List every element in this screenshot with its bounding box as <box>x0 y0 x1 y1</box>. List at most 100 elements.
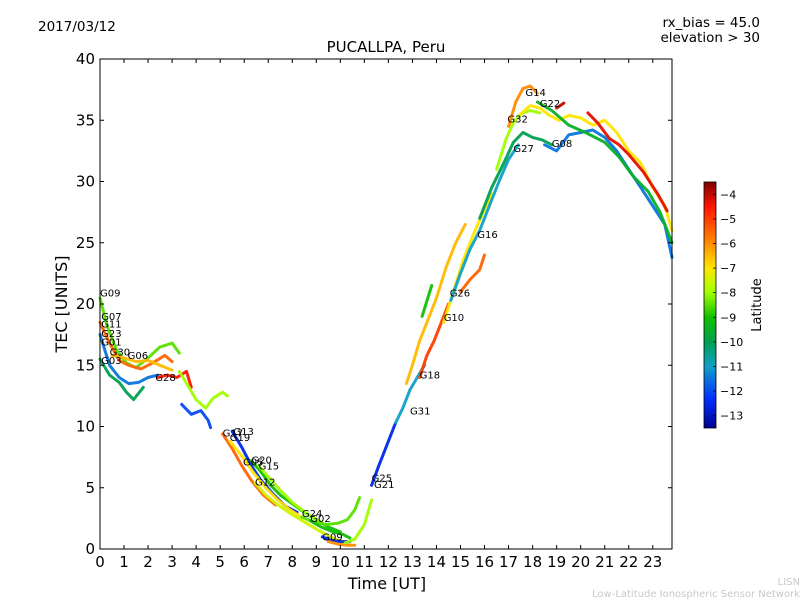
satellite-label: G02 <box>310 514 330 525</box>
x-tick-label: 15 <box>451 553 470 571</box>
series-line-7 <box>177 369 229 410</box>
series-line-20 <box>370 421 398 487</box>
series-line-27 <box>420 284 434 318</box>
series-line-22 <box>404 222 467 386</box>
satellite-label: G26 <box>450 289 470 300</box>
satellite-label: G11 <box>101 319 121 330</box>
y-tick-label: 40 <box>76 50 95 68</box>
elevation-label: elevation > 30 <box>660 30 760 46</box>
colorbar-tick-label: −10 <box>720 336 743 349</box>
x-tick-label: 1 <box>119 553 129 571</box>
colorbar-tick-label: −8 <box>720 287 736 300</box>
series-line-26 <box>449 143 520 302</box>
y-tick-label: 5 <box>85 479 95 497</box>
x-tick-label: 8 <box>287 553 297 571</box>
x-tick-label: 14 <box>427 553 446 571</box>
satellite-label: G08 <box>552 139 572 150</box>
satellite-label: G24 <box>302 509 322 520</box>
x-tick-label: 13 <box>403 553 422 571</box>
y-axis-ticks: 0 5 10 15 20 25 30 35 40 <box>76 50 672 558</box>
series-line-8 <box>180 402 213 430</box>
satellite-label: G31 <box>410 406 430 417</box>
lisn-label: LISN <box>778 577 800 588</box>
x-tick-label: 17 <box>499 553 518 571</box>
series-line-6 <box>156 369 193 389</box>
x-tick-label: 3 <box>167 553 177 571</box>
y-tick-label: 15 <box>76 356 95 374</box>
satellite-label: G09 <box>100 289 120 300</box>
satellite-label: G17 <box>223 428 243 439</box>
series-line-5 <box>110 353 174 372</box>
series-line-25 <box>459 253 486 294</box>
x-tick-label: 12 <box>379 553 398 571</box>
x-tick-label: 19 <box>547 553 566 571</box>
x-tick-label: 23 <box>643 553 662 571</box>
rx-bias-label: rx_bias = 45.0 <box>662 15 760 31</box>
colorbar-tick-label: −4 <box>720 188 736 201</box>
satellite-label: G22 <box>540 99 560 110</box>
series-line-2 <box>98 320 174 371</box>
x-axis-label: Time [UT] <box>347 574 426 593</box>
colorbar-tick-label: −5 <box>720 213 736 226</box>
satellite-label: G07 <box>101 312 121 323</box>
satellite-label: G23 <box>101 329 121 340</box>
satellite-label: G20 <box>251 455 271 466</box>
colorbar-label: Latitude <box>750 278 765 332</box>
x-tick-label: 0 <box>95 553 105 571</box>
colorbar-tick-label: −6 <box>720 238 736 251</box>
satellite-label: G14 <box>525 88 545 99</box>
x-tick-label: 20 <box>571 553 590 571</box>
satellite-label: G30 <box>110 347 130 358</box>
x-tick-label: 21 <box>595 553 614 571</box>
x-tick-label: 11 <box>355 553 374 571</box>
colorbar-tick-label: −7 <box>720 262 736 275</box>
chart-title: PUCALLPA, Peru <box>327 38 446 56</box>
series-line-3 <box>98 333 160 386</box>
satellite-label: G13 <box>233 427 253 438</box>
satellite-label: G21 <box>374 480 394 491</box>
date-label: 2017/03/12 <box>38 19 116 35</box>
y-tick-label: 25 <box>76 234 95 252</box>
series-line-23 <box>418 302 450 379</box>
x-tick-label: 7 <box>263 553 273 571</box>
y-tick-label: 35 <box>76 111 95 129</box>
series-line-13 <box>257 464 323 524</box>
series-line-29 <box>495 109 542 171</box>
x-axis-ticks: 0 1 2 3 4 5 6 7 8 9 10 11 12 13 14 15 16 17 18 19 20 21 22 23 <box>95 59 662 571</box>
y-tick-label: 10 <box>76 418 95 436</box>
series-line-4 <box>98 357 145 402</box>
colorbar-ticks: −4 −5 −6 −7 −8 −9 −10 −11 −12 −13 <box>713 188 743 423</box>
series-line-19 <box>343 498 374 545</box>
series-line-32 <box>543 128 674 259</box>
satellite-label: G27 <box>513 144 533 155</box>
satellite-label: G28 <box>155 373 175 384</box>
series-line-14 <box>253 481 349 545</box>
satellite-label: G01 <box>101 338 121 349</box>
x-tick-label: 16 <box>475 553 494 571</box>
satellite-label: G05 <box>243 458 263 469</box>
y-tick-label: 0 <box>85 540 95 558</box>
x-tick-label: 10 <box>331 553 350 571</box>
series-line-31 <box>519 104 674 232</box>
x-tick-label: 5 <box>215 553 225 571</box>
satellite-label-layer: G09G07G11G23G01G30G06G03G28G13G17G19G20G… <box>100 88 572 544</box>
satellite-label: G06 <box>128 351 148 362</box>
x-tick-label: 22 <box>619 553 638 571</box>
colorbar-tick-label: −12 <box>720 385 743 398</box>
satellite-label: G10 <box>444 313 464 324</box>
x-tick-label: 6 <box>239 553 249 571</box>
satellite-label: G19 <box>230 433 250 444</box>
satellite-label: G09 <box>322 532 342 543</box>
colorbar-tick-label: −9 <box>720 311 736 324</box>
colorbar-tick-label: −13 <box>720 410 743 423</box>
series-line-10 <box>221 432 277 507</box>
satellite-label: G15 <box>259 461 279 472</box>
satellite-label: G32 <box>507 115 527 126</box>
series-line-35 <box>586 111 669 213</box>
y-tick-label: 20 <box>76 295 95 313</box>
series-line-34 <box>555 101 566 110</box>
series-layer <box>98 84 674 547</box>
colorbar-tick-label: −11 <box>720 361 743 374</box>
series-line-33 <box>535 100 674 245</box>
